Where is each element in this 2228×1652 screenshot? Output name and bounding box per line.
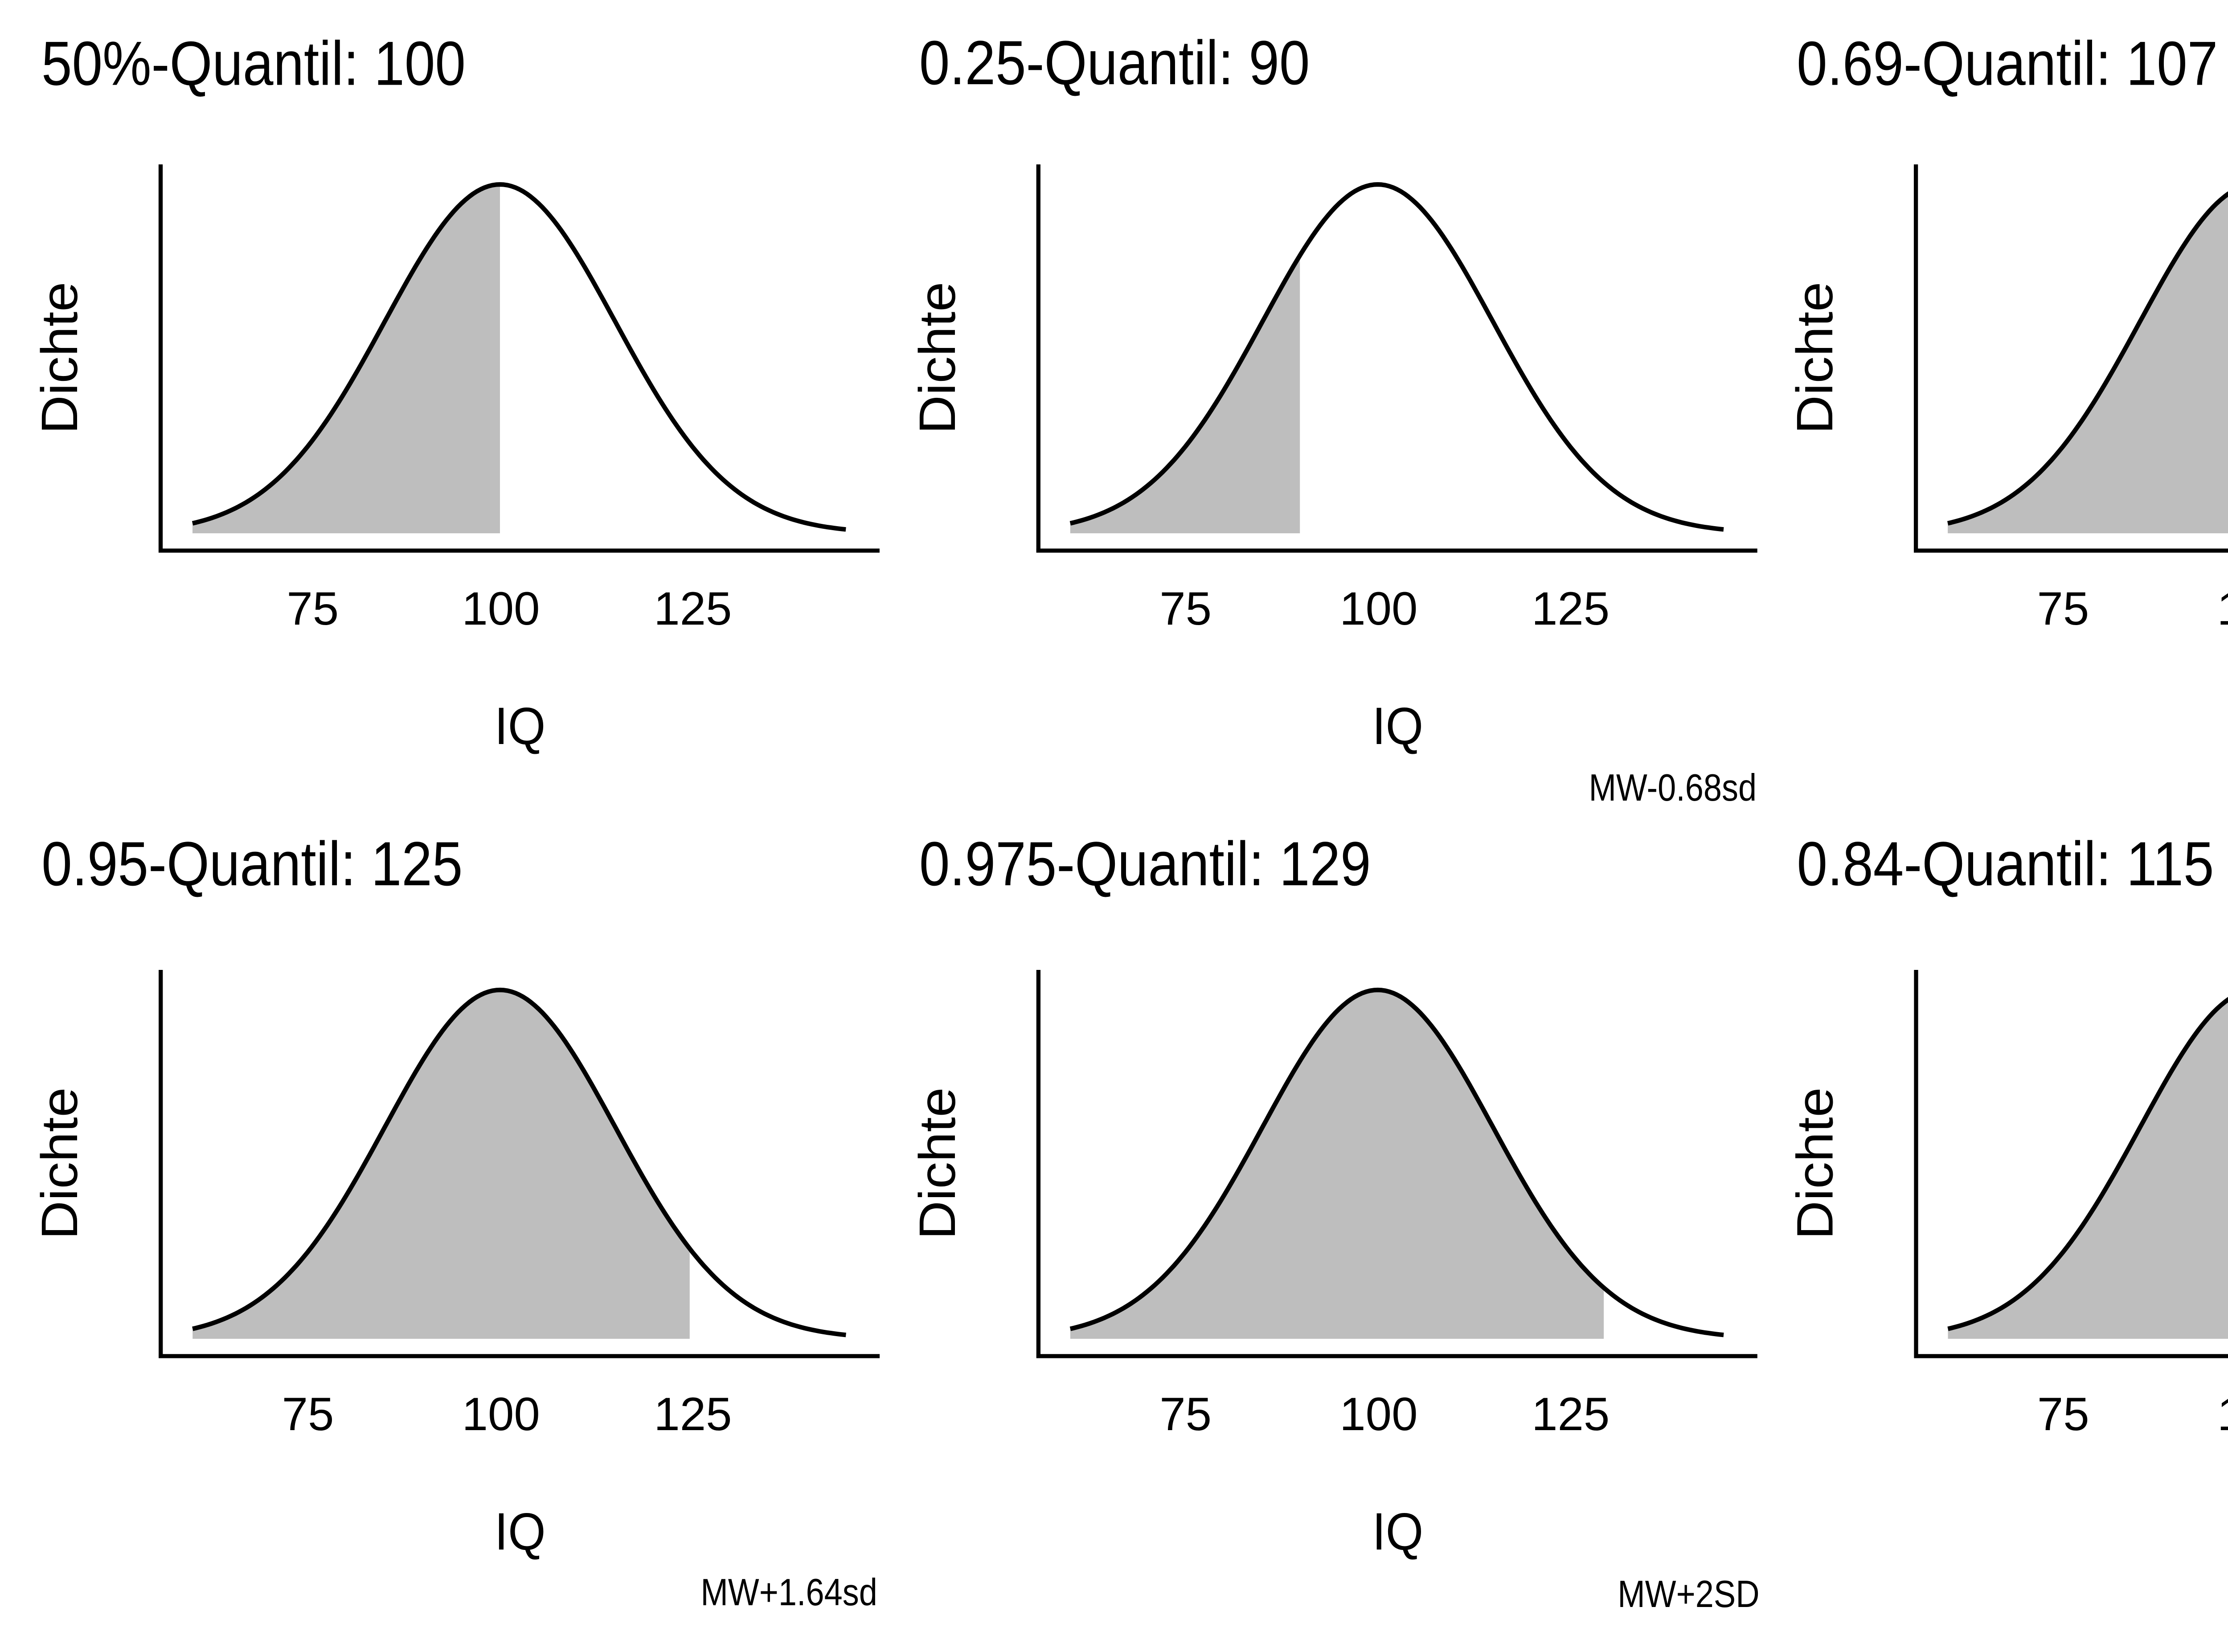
svg-text:125: 125 (1532, 1388, 1610, 1440)
svg-text:0.975-Quantil: 129: 0.975-Quantil: 129 (919, 829, 1371, 899)
svg-text:100: 100 (1339, 1388, 1417, 1440)
svg-text:IQ: IQ (495, 1502, 546, 1561)
svg-text:100: 100 (1339, 583, 1417, 635)
svg-text:0.84-Quantil: 115: 0.84-Quantil: 115 (1797, 829, 2214, 899)
svg-text:75: 75 (282, 1388, 334, 1440)
svg-text:Dichte: Dichte (31, 1088, 88, 1240)
svg-text:75: 75 (2037, 583, 2089, 635)
svg-text:IQ: IQ (495, 697, 546, 756)
svg-text:IQ: IQ (1372, 697, 1424, 756)
svg-text:100: 100 (2217, 1388, 2228, 1440)
svg-text:125: 125 (654, 583, 732, 635)
svg-text:Dichte: Dichte (908, 282, 966, 434)
svg-text:Dichte: Dichte (908, 1088, 966, 1240)
svg-text:MW+1.64sd: MW+1.64sd (700, 1571, 877, 1613)
svg-text:0.95-Quantil: 125: 0.95-Quantil: 125 (41, 829, 463, 899)
svg-text:125: 125 (654, 1388, 732, 1440)
svg-text:100: 100 (462, 583, 540, 635)
svg-text:50%-Quantil: 100: 50%-Quantil: 100 (41, 29, 466, 98)
svg-text:0.25-Quantil: 90: 0.25-Quantil: 90 (919, 28, 1310, 98)
svg-text:125: 125 (1532, 583, 1610, 635)
svg-text:Dichte: Dichte (31, 282, 88, 434)
svg-text:MW-0.68sd: MW-0.68sd (1589, 766, 1757, 809)
svg-text:Dichte: Dichte (1786, 282, 1843, 434)
svg-text:MW+2SD: MW+2SD (1618, 1573, 1759, 1615)
svg-text:75: 75 (2037, 1388, 2089, 1440)
svg-text:75: 75 (1159, 583, 1212, 635)
svg-text:100: 100 (2217, 583, 2228, 635)
svg-text:0.69-Quantil: 107: 0.69-Quantil: 107 (1797, 29, 2218, 98)
svg-text:IQ: IQ (1372, 1502, 1424, 1561)
svg-text:75: 75 (1159, 1388, 1212, 1440)
svg-text:100: 100 (462, 1388, 540, 1440)
svg-text:Dichte: Dichte (1786, 1088, 1843, 1240)
svg-text:75: 75 (287, 583, 339, 635)
